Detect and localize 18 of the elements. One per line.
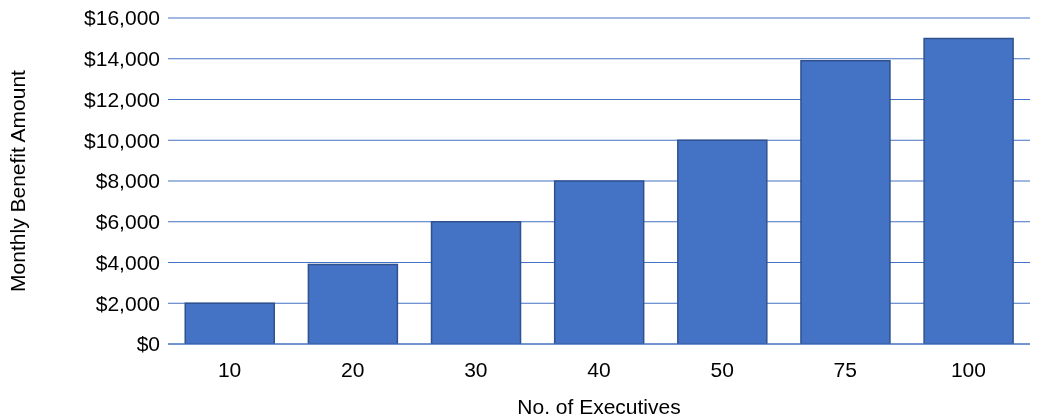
x-tick-label: 30 (464, 357, 488, 381)
x-tick-label: 100 (950, 357, 986, 381)
y-tick-label: $8,000 (95, 169, 160, 193)
y-tick-label: $10,000 (84, 128, 160, 152)
y-tick-label: $14,000 (84, 47, 160, 71)
y-tick-label: $16,000 (84, 6, 160, 30)
y-tick-label: $12,000 (84, 87, 160, 111)
y-tick-label: $4,000 (95, 250, 160, 274)
x-tick-label: 75 (833, 357, 857, 381)
y-axis-title: Monthly Benefit Amount (6, 69, 30, 292)
x-tick-label: 10 (217, 357, 242, 381)
y-tick-label: $2,000 (95, 291, 160, 315)
y-tick-label: $0 (136, 332, 160, 356)
x-axis-title: No. of Executives (517, 395, 681, 418)
x-tick-label: 50 (710, 357, 734, 381)
x-tick-label: 40 (587, 357, 611, 381)
x-tick-label: 20 (341, 357, 365, 381)
y-tick-label: $6,000 (95, 210, 160, 234)
